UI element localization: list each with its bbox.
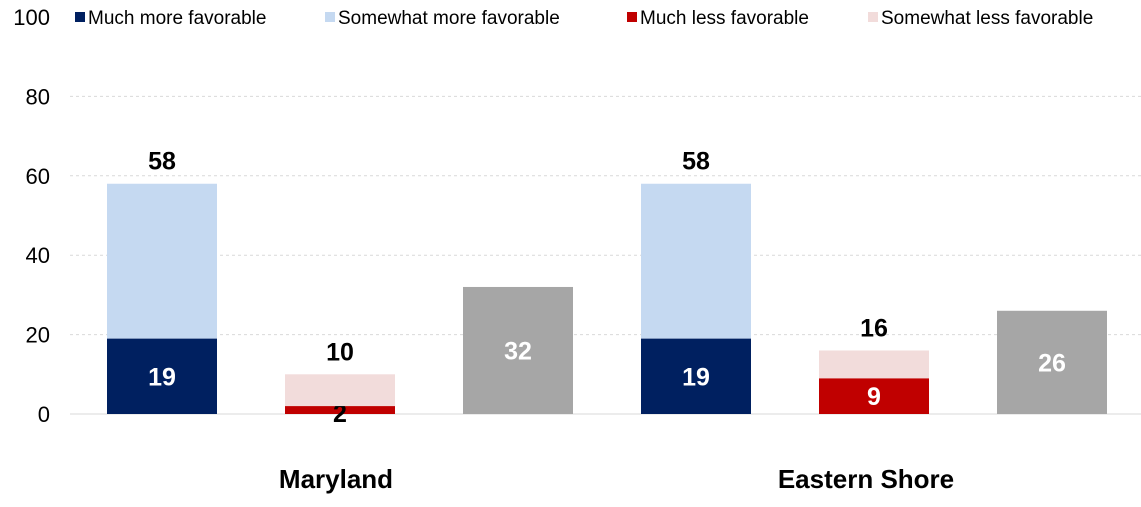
- bar: 9 16: [819, 314, 929, 414]
- bar-segment-neutral: [463, 286, 573, 414]
- y-tick-label: 80: [26, 84, 50, 109]
- legend-label: Much more favorable: [88, 8, 266, 29]
- bar-segment-somewhat-less: [285, 374, 395, 407]
- data-label: 9: [867, 383, 881, 411]
- data-label: 19: [682, 363, 710, 391]
- total-label: 58: [148, 148, 176, 176]
- legend-item-somewhat-more: Somewhat more favorable: [325, 8, 560, 29]
- legend-swatch: [627, 12, 637, 22]
- legend-item-much-more: Much more favorable: [75, 8, 266, 29]
- data-label: 19: [148, 363, 176, 391]
- data-label: 2: [333, 400, 347, 428]
- bar-segment-much-more: [641, 338, 751, 414]
- legend-swatch: [325, 12, 335, 22]
- bar: 26: [997, 310, 1107, 414]
- legend-label: Somewhat less favorable: [881, 8, 1093, 29]
- bar: 2 10: [285, 338, 395, 428]
- group-labels: Maryland Eastern Shore: [279, 464, 954, 494]
- y-tick-label: 40: [26, 243, 50, 268]
- y-tick-label: 20: [26, 323, 50, 348]
- total-label: 10: [326, 338, 354, 366]
- bar-segment-much-more: [107, 338, 217, 414]
- bar-segment-somewhat-less: [819, 350, 929, 379]
- y-tick-label: 60: [26, 164, 50, 189]
- y-tick-label: 0: [38, 402, 50, 427]
- y-axis: 0 20 40 60 80 100: [13, 5, 50, 427]
- group-label: Eastern Shore: [778, 464, 954, 494]
- bar-segment-much-less: [819, 378, 929, 414]
- grid-lines: [70, 95, 1141, 415]
- legend-item-somewhat-less: Somewhat less favorable: [868, 8, 1093, 29]
- legend-item-much-less: Much less favorable: [627, 8, 809, 29]
- data-label: 26: [1038, 349, 1066, 377]
- bar-segment-much-less: [285, 406, 395, 414]
- total-label: 58: [682, 148, 710, 176]
- bar-segment-somewhat-more: [107, 183, 217, 339]
- data-label: 32: [504, 337, 532, 365]
- legend-label: Much less favorable: [640, 8, 809, 29]
- total-label: 16: [860, 314, 888, 342]
- bar: 32: [463, 286, 573, 414]
- bar-segment-neutral: [997, 310, 1107, 414]
- legend-label: Somewhat more favorable: [338, 8, 560, 29]
- bar-segment-somewhat-more: [641, 183, 751, 339]
- legend: Much more favorable Somewhat more favorab…: [75, 8, 1093, 29]
- legend-swatch: [868, 12, 878, 22]
- group-label: Maryland: [279, 464, 393, 494]
- y-tick-label: 100: [13, 5, 50, 30]
- legend-swatch: [75, 12, 85, 22]
